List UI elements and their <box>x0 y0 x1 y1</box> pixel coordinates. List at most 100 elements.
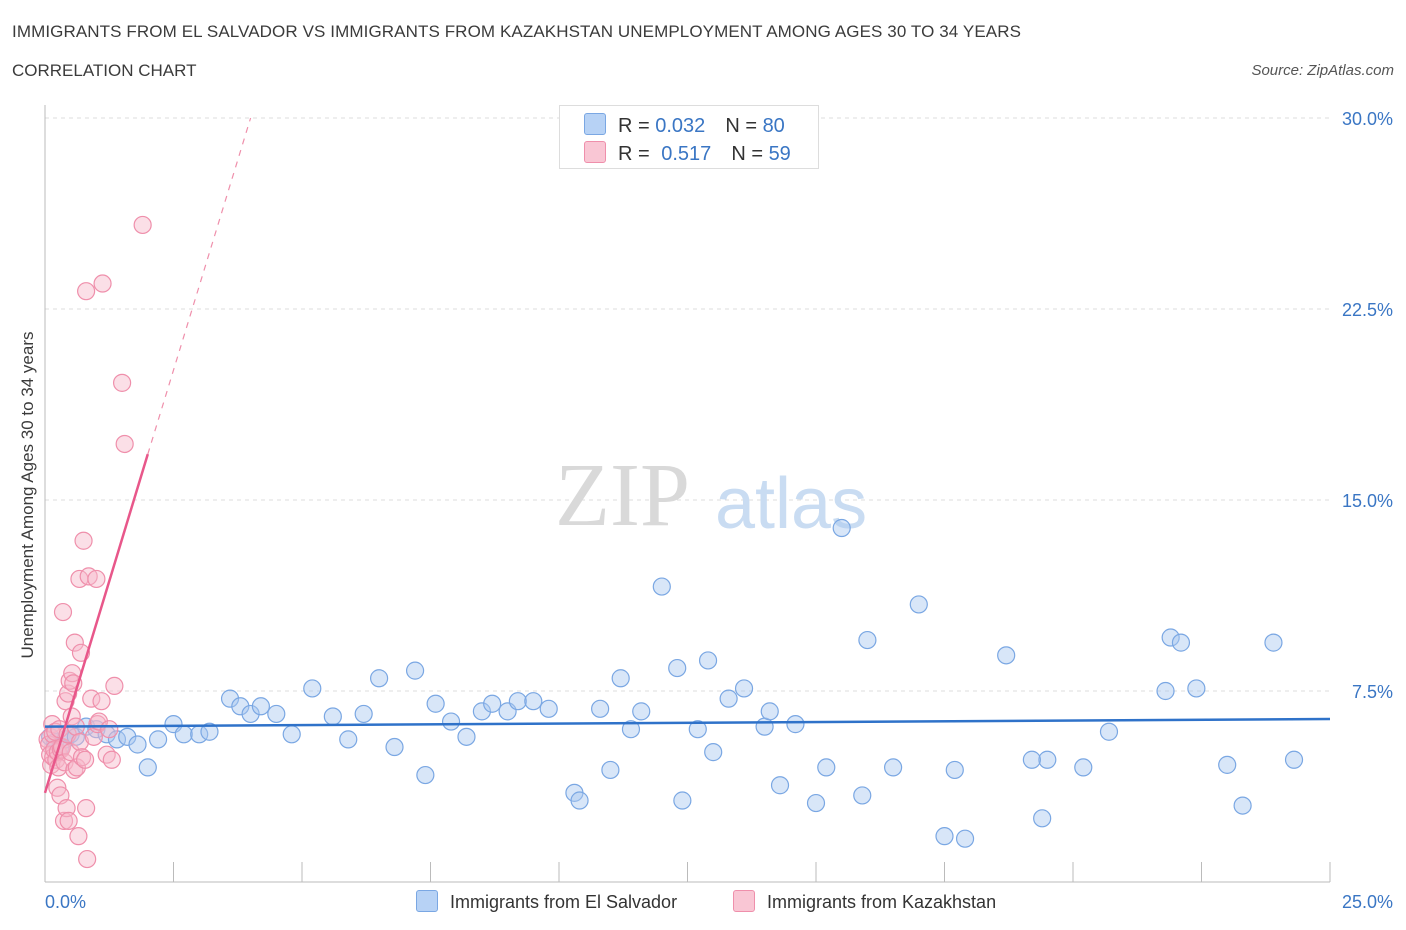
el-salvador-point <box>832 518 851 538</box>
bottom-legend-el-salvador: Immigrants from El Salvador <box>416 890 677 913</box>
legend-r-value: 0.032 <box>655 115 706 137</box>
el-salvador-point <box>282 725 301 744</box>
el-salvador-point <box>457 727 476 746</box>
kazakhstan-point <box>97 745 116 764</box>
legend-n-label: N = <box>725 115 763 137</box>
kazakhstan-trendline-extension <box>147 117 252 455</box>
watermark-zip: ZIP <box>555 446 690 545</box>
el-salvador-point <box>817 758 836 777</box>
el-salvador-point <box>734 679 754 698</box>
bottom-legend-label: Immigrants from El Salvador <box>450 892 678 912</box>
el-salvador-point <box>1022 750 1041 769</box>
kazakhstan-point <box>61 743 80 762</box>
kazakhstan-point <box>74 531 93 550</box>
kazakhstan-point <box>112 373 132 392</box>
el-salvador-point <box>1038 750 1057 769</box>
el-salvador-point <box>339 730 358 749</box>
el-salvador-point <box>251 697 270 716</box>
legend-swatch-pink <box>733 890 755 912</box>
kazakhstan-point <box>75 750 95 769</box>
el-salvador-point <box>760 702 779 721</box>
el-salvador-point <box>483 694 502 713</box>
el-salvador-point <box>539 699 558 718</box>
correlation-legend: R = 0.032 N = 80 R = 0.517 N = 59 <box>559 105 819 169</box>
el-salvador-point <box>945 760 964 780</box>
chart-title: IMMIGRANTS FROM EL SALVADOR VS IMMIGRANT… <box>12 22 1022 41</box>
el-salvador-point <box>441 712 461 731</box>
el-salvador-point <box>200 722 219 741</box>
el-salvador-point <box>698 651 718 670</box>
legend-n-value: 80 <box>762 115 785 137</box>
kazakhstan-point <box>93 274 112 293</box>
kazakhstan-point <box>65 633 84 652</box>
el-salvador-point <box>354 704 373 724</box>
el-salvador-point <box>853 786 872 805</box>
el-salvador-point <box>719 689 738 708</box>
el-salvador-point <box>323 707 342 726</box>
kazakhstan-point <box>77 282 96 301</box>
el-salvador-point <box>935 827 954 846</box>
el-salvador-point <box>1187 679 1206 698</box>
el-salvador-point <box>955 829 975 848</box>
el-salvador-point <box>1033 809 1052 828</box>
el-salvador-point <box>1264 633 1283 652</box>
el-salvador-point <box>1161 628 1180 647</box>
el-salvador-point <box>472 702 491 721</box>
legend-r-value: 0.517 <box>661 143 712 165</box>
el-salvador-point <box>148 730 168 749</box>
el-salvador-point <box>755 717 774 736</box>
legend-row-kazakhstan: R = 0.517 N = 59 <box>584 141 791 165</box>
bottom-legend-label: Immigrants from Kazakhstan <box>767 892 997 912</box>
kazakhstan-point <box>69 827 88 846</box>
el-salvador-point <box>370 669 389 688</box>
watermark: ZIP atlas <box>555 446 867 545</box>
y-tick-label: 7.5% <box>1352 682 1393 702</box>
legend-swatch-blue <box>416 890 438 912</box>
source-label: Source: ZipAtlas.com <box>1251 62 1394 79</box>
y-tick-label: 15.0% <box>1342 491 1393 511</box>
el-salvador-point <box>806 793 826 813</box>
el-salvador-point <box>508 692 527 711</box>
chart-subtitle: CORRELATION CHART <box>12 61 197 80</box>
legend-swatch-pink <box>584 141 606 163</box>
x-tick-label: 0.0% <box>45 892 86 912</box>
y-tick-label: 22.5% <box>1342 300 1393 320</box>
el-salvador-point <box>652 577 671 596</box>
kazakhstan-point <box>70 732 90 752</box>
el-salvador-point <box>909 595 928 614</box>
el-salvador-point <box>883 758 903 777</box>
el-salvador-point <box>1284 750 1304 769</box>
el-salvador-point <box>1099 722 1119 741</box>
el-salvador-point <box>673 791 692 810</box>
legend-n-value: 59 <box>768 143 791 165</box>
grid-layer <box>45 117 1330 692</box>
kazakhstan-point <box>59 811 78 830</box>
el-salvador-point <box>1171 633 1191 652</box>
legend-row-el-salvador: R = 0.032 N = 80 <box>584 113 785 137</box>
kazakhstan-trendline <box>43 453 149 794</box>
kazakhstan-point <box>92 692 111 711</box>
el-salvador-point <box>688 720 707 739</box>
el-salvador-point <box>416 765 435 785</box>
el-salvador-point <box>611 669 630 688</box>
el-salvador-point <box>1233 796 1252 815</box>
watermark-atlas: atlas <box>715 464 867 544</box>
kazakhstan-point <box>53 602 73 622</box>
kazakhstan-point <box>102 750 121 769</box>
el-salvador-point <box>621 720 641 739</box>
el-salvador-point <box>426 694 445 713</box>
el-salvador-point <box>632 702 651 721</box>
kazakhstan-point <box>133 215 152 235</box>
y-axis-label: Unemployment Among Ages 30 to 34 years <box>18 331 37 659</box>
x-tick-label: 25.0% <box>1342 892 1393 912</box>
el-salvador-point <box>524 692 543 711</box>
kazakhstan-point <box>87 569 106 589</box>
label-layer: 7.5% 15.0% 22.5% 30.0% 0.0% 25.0% <box>45 109 1393 912</box>
el-salvador-point <box>786 715 805 734</box>
y-tick-label: 30.0% <box>1342 109 1393 129</box>
el-salvador-point <box>303 679 322 698</box>
legend-r-label: R = <box>618 115 656 137</box>
kazakhstan-point <box>77 799 96 818</box>
trend-layer <box>43 117 1331 794</box>
